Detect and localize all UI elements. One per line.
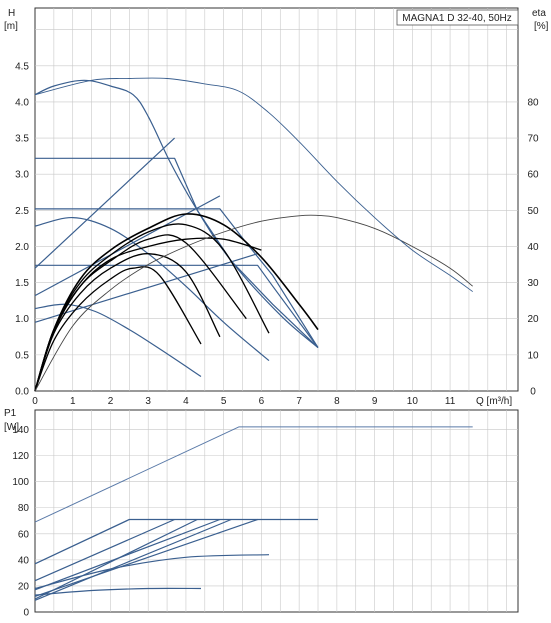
series-power-cp-2 [34, 518, 221, 591]
eta-tick-label: 60 [527, 170, 539, 181]
power-series [34, 426, 473, 601]
series-power-max [34, 426, 473, 523]
series-proportional-pressure-2 [34, 195, 221, 297]
power-axis-unit: [W] [4, 422, 19, 433]
series-power-pp-1 [34, 518, 198, 600]
flow-tick-label: 10 [407, 396, 419, 407]
power-tick-label: 120 [12, 451, 29, 462]
series-power-max-run [34, 518, 318, 565]
eta-tick-label: 50 [527, 206, 539, 217]
flow-tick-label: 5 [221, 396, 227, 407]
power-tick-label: 40 [18, 555, 30, 566]
power-axis-label: P1 [4, 408, 17, 419]
head-tick-label: 2.0 [15, 242, 29, 253]
flow-tick-label: 3 [145, 396, 151, 407]
flow-tick-label: 7 [296, 396, 302, 407]
head-axis-label: H [8, 8, 15, 19]
power-tick-labels: 0 20 40 60 80 100 120 140 [12, 425, 29, 618]
series-eta-max-curve [34, 77, 473, 292]
eta-tick-label: 0 [530, 387, 536, 398]
eta-tick-label: 80 [527, 97, 539, 108]
series-power-cp-3 [34, 518, 258, 597]
series-duty-curve-6 [34, 237, 262, 392]
flow-tick-label: 2 [108, 396, 114, 407]
head-plot-frame [34, 7, 519, 392]
flow-tick-label: 11 [445, 396, 456, 407]
eta-axis-unit: [%] [534, 21, 549, 32]
power-tick-label: 100 [12, 477, 29, 488]
power-tick-label: 140 [12, 425, 29, 436]
chart-title-box [396, 9, 519, 26]
series-speed-curve-1 [34, 216, 270, 362]
eta-tick-label: 10 [527, 350, 539, 361]
eta-tick-label: 70 [527, 134, 539, 145]
power-tick-label: 20 [18, 581, 30, 592]
series-power-speed-2 [34, 587, 202, 596]
head-tick-label: 4.5 [15, 61, 29, 72]
flow-axis-label: Q [m³/h] [476, 396, 512, 407]
series-proportional-pressure-3 [34, 253, 258, 323]
power-chart-grid [34, 409, 519, 613]
head-tick-label: 1.0 [15, 314, 29, 325]
flow-tick-label: 6 [259, 396, 265, 407]
series-eta-curve [34, 214, 473, 392]
eta-tick-label: 40 [527, 242, 539, 253]
flow-tick-label: 0 [32, 396, 38, 407]
eta-tick-label: 30 [527, 278, 539, 289]
series-constant-pressure-1 [35, 157, 319, 349]
head-tick-label: 1.5 [15, 278, 29, 289]
power-plot-frame [34, 409, 519, 613]
head-tick-labels: 0.00.51.01.52.02.53.03.54.04.50102030405… [15, 61, 539, 407]
head-axis-unit: [m] [4, 21, 18, 32]
head-tick-label: 3.0 [15, 170, 29, 181]
power-tick-label: 80 [18, 503, 30, 514]
series-power-pp-2 [34, 518, 232, 601]
head-tick-label: 0.0 [15, 387, 29, 398]
series-speed-curve-2 [34, 303, 202, 377]
head-chart-grid [34, 7, 519, 392]
head-tick-label: 4.0 [15, 97, 29, 108]
chart-title: MAGNA1 D 32-40, 50Hz [402, 13, 512, 24]
flow-tick-label: 8 [334, 396, 340, 407]
flow-tick-label: 9 [372, 396, 378, 407]
head-tick-label: 2.5 [15, 206, 29, 217]
power-tick-label: 0 [23, 608, 29, 619]
head-tick-label: 3.5 [15, 134, 29, 145]
flow-tick-label: 1 [70, 396, 76, 407]
flow-tick-label: 4 [183, 396, 189, 407]
series-proportional-pressure-1 [34, 137, 176, 269]
series-power-speed-1 [34, 554, 270, 590]
head-tick-label: 0.5 [15, 350, 29, 361]
eta-axis-label: eta [532, 8, 546, 19]
series-head-max-curve [34, 79, 319, 349]
series-power-cp-1 [34, 518, 175, 582]
power-tick-label: 60 [18, 529, 30, 540]
series-duty-curve-5 [34, 266, 202, 392]
head-series [34, 77, 473, 392]
series-duty-curve-2 [34, 223, 270, 392]
eta-tick-label: 20 [527, 314, 539, 325]
